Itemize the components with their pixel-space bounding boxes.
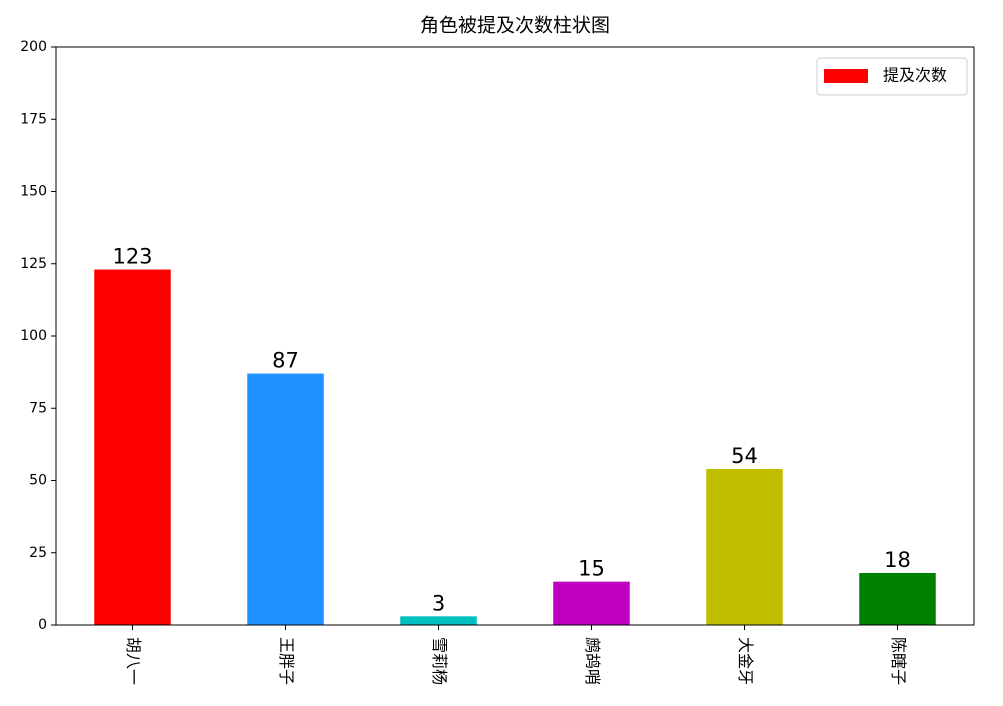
bar: [553, 581, 630, 625]
x-tick-label: 鹧鸪哨: [583, 637, 602, 685]
bar: [706, 468, 783, 625]
bar: [400, 616, 477, 625]
y-tick-label: 200: [20, 39, 47, 55]
y-tick-label: 125: [20, 256, 47, 272]
data-label: 54: [731, 444, 758, 468]
y-tick-label: 100: [20, 328, 47, 344]
bar: [859, 572, 936, 625]
plot-frame: [55, 46, 975, 626]
x-tick-label: 雪莉杨: [430, 637, 449, 685]
x-tick-label: 王胖子: [277, 637, 296, 685]
legend-box: [816, 57, 968, 96]
x-tick-label: 大金牙: [736, 637, 755, 685]
y-tick-label: 150: [20, 184, 47, 200]
data-label: 15: [578, 557, 605, 581]
y-tick-label: 50: [29, 473, 47, 489]
data-label: 3: [432, 591, 445, 615]
y-tick-label: 25: [29, 545, 47, 561]
chart-title: 角色被提及次数柱状图: [420, 15, 610, 37]
x-tick-label: 陈瞎子: [889, 637, 908, 685]
data-label: 87: [272, 349, 299, 373]
legend-label: 提及次数: [883, 66, 947, 85]
x-tick-label: 胡八一: [124, 637, 143, 685]
y-tick-label: 0: [38, 617, 47, 633]
bar: [94, 269, 171, 625]
y-tick-label: 75: [29, 400, 47, 416]
bar: [247, 373, 324, 625]
data-label: 123: [112, 245, 152, 269]
data-label: 18: [884, 548, 911, 572]
legend-swatch: [824, 69, 868, 83]
y-tick-label: 175: [20, 111, 47, 127]
